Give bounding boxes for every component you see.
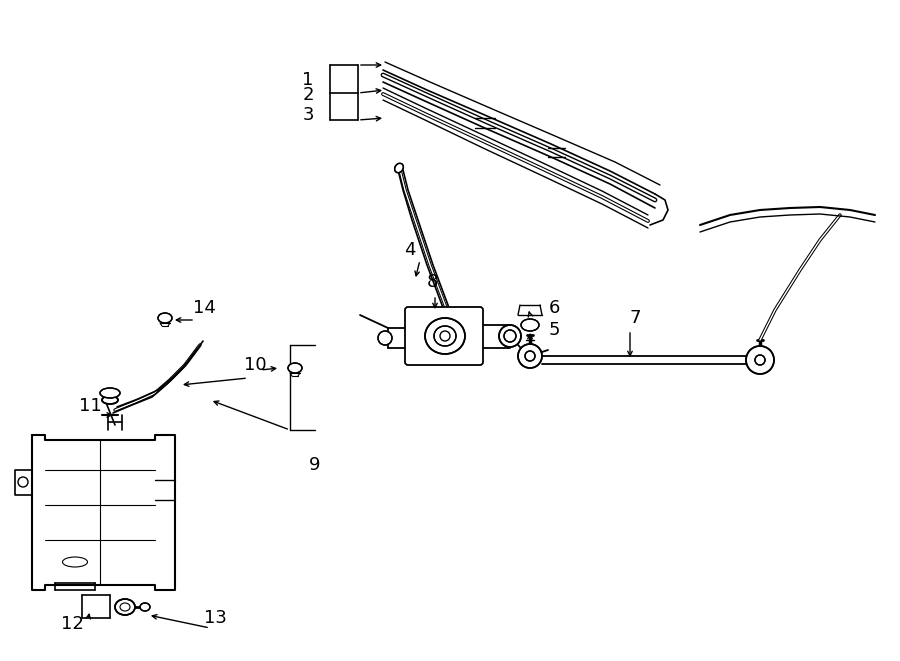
Ellipse shape [102, 396, 118, 404]
Circle shape [755, 355, 765, 365]
Text: 14: 14 [193, 299, 215, 317]
Text: 7: 7 [629, 309, 641, 327]
Text: 5: 5 [548, 321, 560, 339]
Text: 1: 1 [302, 71, 314, 89]
Ellipse shape [394, 163, 403, 173]
Ellipse shape [288, 363, 302, 373]
Text: 8: 8 [427, 273, 437, 291]
Ellipse shape [115, 599, 135, 615]
Ellipse shape [425, 318, 465, 354]
Text: 4: 4 [404, 241, 416, 259]
Circle shape [525, 351, 535, 361]
Ellipse shape [434, 326, 456, 346]
Text: 10: 10 [244, 356, 266, 374]
Text: 9: 9 [310, 456, 320, 474]
Ellipse shape [140, 603, 150, 611]
Ellipse shape [499, 325, 521, 347]
Circle shape [518, 344, 542, 368]
Circle shape [746, 346, 774, 374]
Ellipse shape [378, 331, 392, 345]
Text: 13: 13 [203, 609, 227, 627]
Text: 3: 3 [302, 106, 314, 124]
Text: 11: 11 [78, 397, 102, 415]
Text: 12: 12 [60, 615, 84, 633]
Text: 6: 6 [548, 299, 560, 317]
Ellipse shape [158, 313, 172, 323]
Ellipse shape [504, 330, 516, 342]
Ellipse shape [100, 388, 120, 398]
FancyBboxPatch shape [405, 307, 483, 365]
Ellipse shape [521, 319, 539, 331]
Text: 2: 2 [302, 86, 314, 104]
